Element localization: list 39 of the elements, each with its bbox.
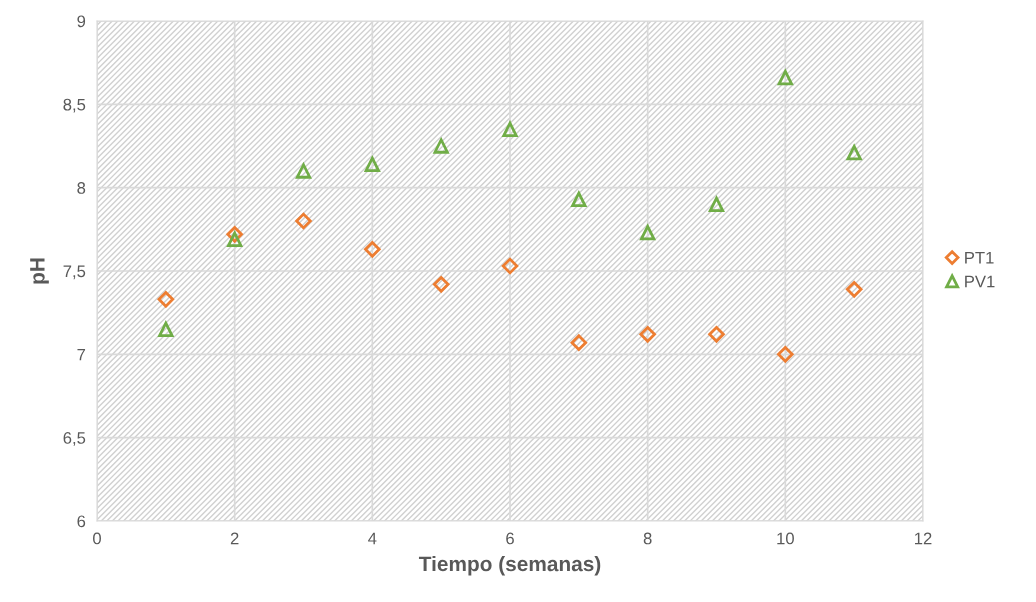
point <box>777 70 793 86</box>
point <box>158 321 174 337</box>
x-tick-label: 4 <box>368 532 377 545</box>
point <box>502 121 518 137</box>
point <box>295 212 312 230</box>
legend-label: PT1 <box>965 251 994 264</box>
point <box>227 231 243 247</box>
y-axis-title: pH <box>30 258 49 284</box>
point <box>364 156 380 172</box>
point <box>846 145 862 161</box>
x-tick-label: 10 <box>777 532 794 545</box>
point <box>708 196 725 212</box>
y-tick-label: 6,5 <box>63 432 86 446</box>
point <box>432 276 450 293</box>
point <box>364 241 381 258</box>
y-tick-label: 8,5 <box>63 98 86 113</box>
y-tick-label: 6 <box>77 515 86 528</box>
x-tick-label: 0 <box>93 532 101 545</box>
y-tick-label: 8 <box>77 182 86 194</box>
point <box>295 163 312 179</box>
x-axis-title: Tiempo (semanas) <box>418 555 601 576</box>
point <box>640 225 656 241</box>
point <box>639 326 656 343</box>
x-tick-label: 12 <box>915 532 932 545</box>
point <box>570 334 588 351</box>
legend-label: PV1 <box>965 275 995 288</box>
point <box>845 281 863 298</box>
y-tick-label: 9 <box>77 15 86 28</box>
point <box>571 191 587 207</box>
point <box>157 291 175 308</box>
point <box>708 326 725 343</box>
point <box>501 257 519 275</box>
point <box>777 346 794 363</box>
x-tick-label: 8 <box>643 532 652 545</box>
x-tick-label: 2 <box>230 532 239 545</box>
y-tick-label: 7,5 <box>63 265 86 280</box>
y-tick-label: 7 <box>77 348 86 361</box>
point <box>433 138 449 154</box>
x-tick-label: 6 <box>506 532 514 545</box>
